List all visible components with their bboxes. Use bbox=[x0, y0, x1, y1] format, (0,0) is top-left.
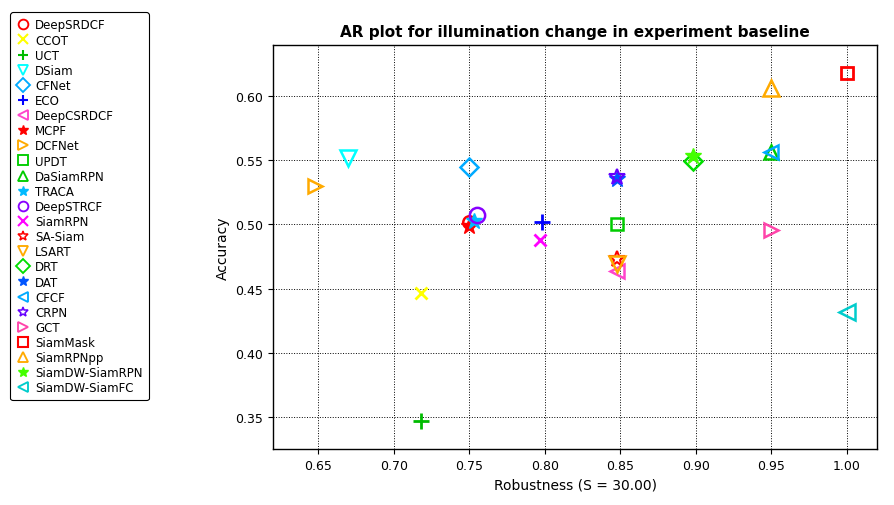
X-axis label: Robustness (S = 30.00): Robustness (S = 30.00) bbox=[493, 478, 656, 492]
Legend: DeepSRDCF, CCOT, UCT, DSiam, CFNet, ECO, DeepCSRDCF, MCPF, DCFNet, UPDT, DaSiamR: DeepSRDCF, CCOT, UCT, DSiam, CFNet, ECO,… bbox=[11, 14, 148, 400]
Y-axis label: Accuracy: Accuracy bbox=[215, 216, 230, 279]
Title: AR plot for illumination change in experiment baseline: AR plot for illumination change in exper… bbox=[340, 25, 809, 40]
